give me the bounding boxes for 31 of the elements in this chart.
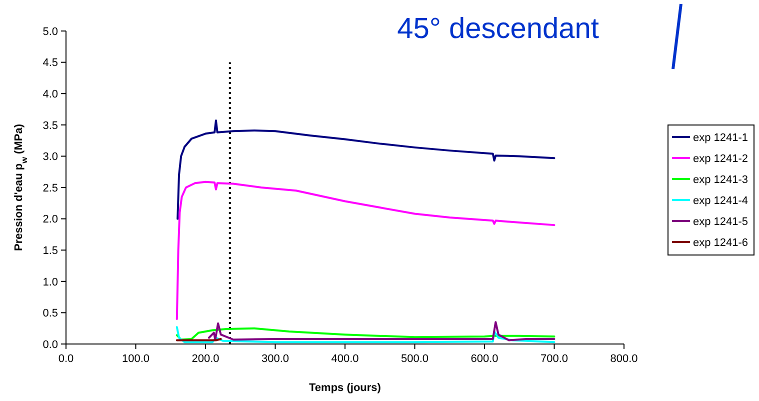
legend-label: exp 1241-1 [693, 132, 748, 144]
x-tick-label: 500.0 [400, 353, 429, 365]
y-tick-label: 2.0 [42, 214, 58, 226]
legend-label: exp 1241-6 [693, 236, 748, 249]
y-tick-label: 3.5 [42, 120, 58, 132]
chart-title: 45° descendant [397, 13, 599, 45]
legend-label: exp 1241-5 [693, 216, 748, 228]
legend-label: exp 1241-2 [693, 152, 748, 165]
x-tick-label: 200.0 [192, 353, 220, 365]
y-tick-label: 2.5 [42, 182, 58, 194]
x-tick-label: 100.0 [122, 353, 150, 365]
x-axis-title: Temps (jours) [309, 382, 382, 394]
y-tick-label: 1.5 [42, 244, 58, 257]
x-tick-label: 400.0 [331, 353, 359, 365]
x-tick-label: 300.0 [261, 353, 290, 365]
legend-label: exp 1241-4 [693, 194, 748, 207]
line-series [208, 321, 556, 342]
x-tick-label: 800.0 [610, 353, 638, 365]
y-tick-label: 5.0 [42, 26, 58, 38]
x-tick-label: 0.0 [58, 353, 74, 365]
y-tick-label: 1.0 [42, 276, 58, 288]
y-tick-label: 0.0 [42, 338, 58, 351]
x-tick-label: 700.0 [540, 353, 568, 365]
y-tick-label: 4.0 [42, 88, 58, 100]
line-series [176, 120, 556, 220]
y-tick-label: 3.0 [42, 151, 58, 164]
line-series [176, 180, 556, 320]
x-tick-label: 600.0 [470, 353, 498, 365]
legend-label: exp 1241-3 [693, 174, 748, 186]
y-tick-label: 4.5 [42, 57, 58, 70]
y-tick-label: 0.5 [42, 308, 58, 320]
